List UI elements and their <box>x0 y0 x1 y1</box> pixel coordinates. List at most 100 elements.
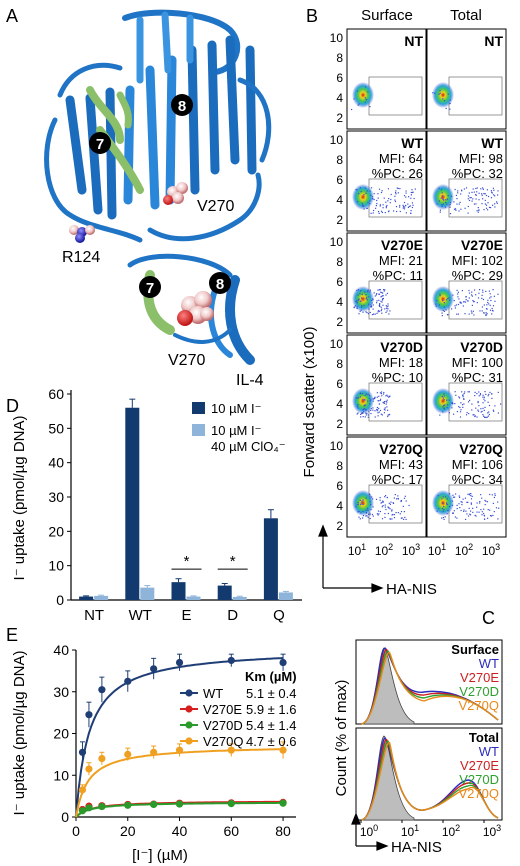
bar-category-label: D <box>227 607 238 624</box>
bar-nt-0 <box>79 596 94 600</box>
flow-pc: %PC: 31 <box>452 370 503 385</box>
histogram-panels: SurfaceWTV270EV270DV270QTotalWTV270EV270… <box>355 639 503 839</box>
kin-point <box>227 800 235 808</box>
kin-legend-marker <box>185 689 193 697</box>
hist-legend-v270d: V270D <box>459 684 499 699</box>
flow-pc: %PC: 11 <box>373 268 423 283</box>
kin-point <box>98 686 106 694</box>
inset-loop-label: IL-4 <box>236 372 264 389</box>
hist-legend-v270e: V270E <box>460 670 499 685</box>
bar-q-0 <box>263 518 278 600</box>
flow-xtick: 102 <box>455 542 473 558</box>
svg-text:7: 7 <box>146 280 154 297</box>
flow-ytick: 10 <box>330 133 344 147</box>
bar-ylabel: I⁻ uptake (pmol/µg DNA) <box>11 416 28 581</box>
kin-legend-name: WT <box>203 686 223 701</box>
bar-legend: 10 µM I⁻ 10 µM I⁻ 40 µM ClO₄⁻ <box>192 401 286 454</box>
kin-ytick: 40 <box>53 642 69 658</box>
residue-r124-spheres <box>69 225 95 243</box>
flow-row-label: V270E <box>461 237 503 253</box>
bar-d-0 <box>217 585 232 600</box>
hist-xtick: 101 <box>401 823 419 839</box>
legend-perchlorate-2: 40 µM ClO₄⁻ <box>211 439 286 454</box>
flow-ytick: 4 <box>336 193 343 207</box>
hist-xtick: 102 <box>442 823 460 839</box>
kin-point <box>175 658 184 667</box>
flow-ytick: 4 <box>336 397 343 411</box>
flow-xtick: 103 <box>482 542 500 558</box>
flow-ytick: 8 <box>336 255 343 269</box>
kin-point <box>78 748 87 756</box>
flow-mfi: MFI: 21 <box>379 253 423 268</box>
significance-star: * <box>230 553 236 570</box>
kin-point <box>98 802 106 811</box>
kin-point <box>227 656 235 665</box>
flow-plot-nt-surface: NT <box>346 28 427 130</box>
flow-ytick: 6 <box>336 377 343 391</box>
panel-letter-a: A <box>6 6 18 26</box>
kin-legend-name: V270Q <box>203 734 243 749</box>
kin-xtick: 40 <box>172 823 188 839</box>
kin-ylabel: I⁻ uptake (pmol/µg DNA) <box>11 651 28 816</box>
flow-row-label: V270Q <box>379 441 423 457</box>
flow-ytick: 2 <box>336 213 343 227</box>
flow-pc: %PC: 17 <box>372 472 423 487</box>
flow-ytick: 6 <box>336 71 343 85</box>
kin-ytick: 30 <box>53 684 69 700</box>
kin-legend-marker <box>185 721 193 729</box>
kin-ytick: 20 <box>53 726 69 742</box>
kin-point <box>279 799 287 807</box>
bar-e-1 <box>186 596 201 600</box>
kin-legend-km: 5.1 ± 0.4 <box>246 686 297 701</box>
flow-ytick: 8 <box>336 153 343 167</box>
hist-curve-v270q <box>360 741 499 821</box>
flow-pc: %PC: 10 <box>372 370 423 385</box>
bar-ytick: 60 <box>48 386 64 402</box>
bar-category-label: Q <box>273 607 285 624</box>
kin-xtick: 60 <box>224 823 240 839</box>
kin-ytick: 0 <box>61 809 69 825</box>
hist-title: Total <box>469 730 499 745</box>
bar-ytick: 20 <box>48 523 64 539</box>
hist-axis-arrows <box>351 812 389 851</box>
flow-ytick: 10 <box>330 235 344 249</box>
panel-letter-c: C <box>482 608 495 628</box>
col-header-surface: Surface <box>361 7 413 24</box>
kin-point <box>78 786 87 794</box>
flow-xlabel: HA-NIS <box>386 581 437 598</box>
flow-mfi: MFI: 43 <box>379 457 423 472</box>
kin-series-v270q <box>75 741 287 818</box>
flow-ytick: 4 <box>336 91 343 105</box>
residue-label-v270: V270 <box>197 198 234 215</box>
kin-xtick: 20 <box>120 823 136 839</box>
flow-ytick: 6 <box>336 479 343 493</box>
km-header: Km (µM) <box>245 669 297 684</box>
flow-pc: %PC: 34 <box>452 472 503 487</box>
flow-ytick: 4 <box>336 499 343 513</box>
flow-pc: %PC: 29 <box>452 268 503 283</box>
flow-mfi: MFI: 106 <box>452 457 503 472</box>
kin-legend-km: 5.4 ± 1.4 <box>246 718 297 733</box>
kin-point <box>85 711 93 719</box>
kin-point <box>227 746 235 754</box>
flow-mfi: MFI: 100 <box>452 355 503 370</box>
inset-helix-label-8: 8 <box>209 272 231 294</box>
bar-nt-1 <box>94 595 109 600</box>
flow-pc: %PC: 26 <box>372 166 423 181</box>
panel-c: C SurfaceWTV270EV270DV270QTotalWTV270EV2… <box>333 608 503 856</box>
flow-xtick: 102 <box>375 542 393 558</box>
flow-ytick: 4 <box>336 295 343 309</box>
flow-ytick: 2 <box>336 315 343 329</box>
legend-iodide: 10 µM I⁻ <box>211 401 261 416</box>
